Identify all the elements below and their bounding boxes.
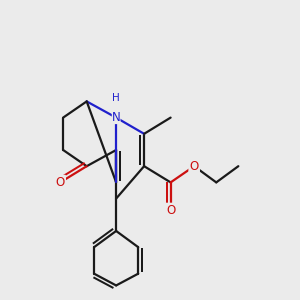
Text: O: O [190,160,199,173]
Text: O: O [56,176,65,189]
Text: O: O [166,204,175,217]
Text: H: H [112,94,120,103]
Text: N: N [112,111,121,124]
